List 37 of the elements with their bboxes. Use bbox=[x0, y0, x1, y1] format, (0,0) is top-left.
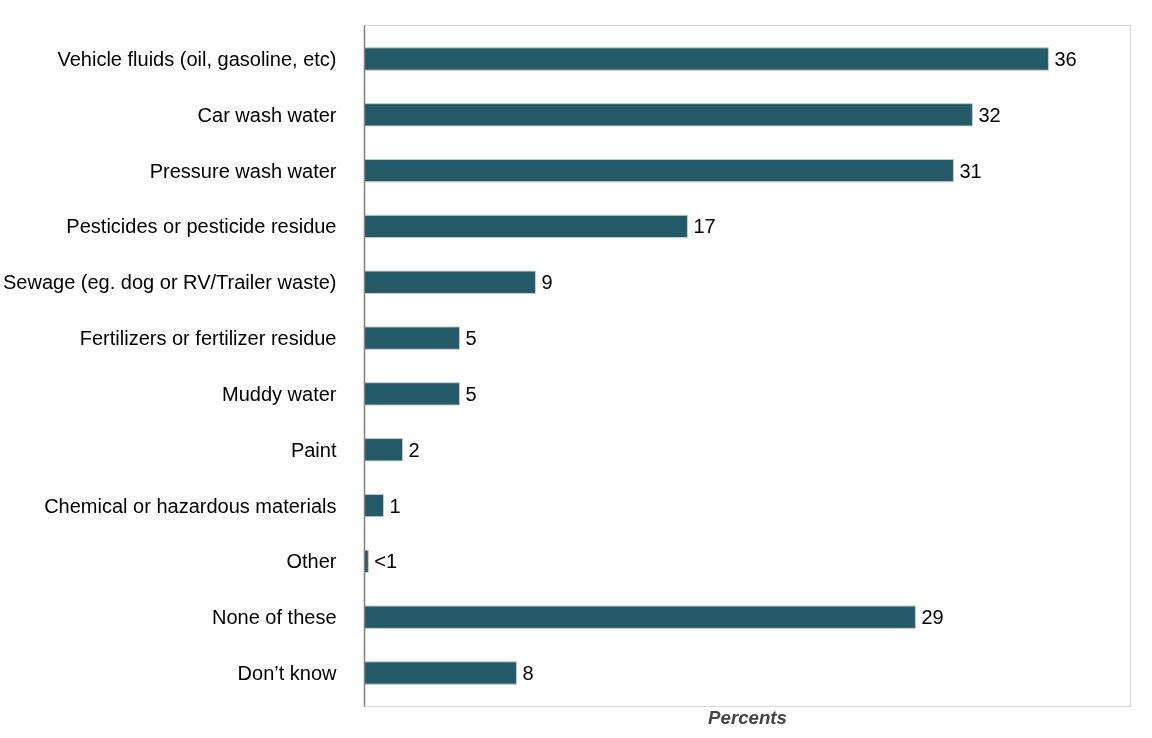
y-tick-label: Muddy water bbox=[222, 382, 337, 405]
bar bbox=[364, 326, 460, 350]
bar bbox=[364, 549, 369, 574]
y-tick-label: Fertilizers or fertilizer residue bbox=[79, 327, 337, 350]
y-tick-label: None of these bbox=[211, 606, 337, 629]
data-label: 1 bbox=[389, 494, 401, 517]
y-tick-label: Don’t know bbox=[237, 662, 338, 685]
data-label: 36 bbox=[1054, 47, 1077, 70]
data-label: 17 bbox=[693, 215, 716, 238]
bar bbox=[364, 382, 460, 406]
y-tick-label: Paint bbox=[290, 438, 337, 461]
y-tick-label: Car wash water bbox=[197, 103, 337, 126]
y-tick-label: Vehicle fluids (oil, gasoline, etc) bbox=[57, 47, 337, 70]
bar bbox=[364, 493, 384, 518]
bar bbox=[364, 158, 954, 183]
data-label: 29 bbox=[921, 606, 944, 629]
data-label: 32 bbox=[978, 103, 1001, 126]
y-tick-label: Other bbox=[286, 550, 337, 573]
data-label: 9 bbox=[541, 271, 553, 294]
data-label: 31 bbox=[959, 159, 982, 182]
bar bbox=[364, 214, 688, 239]
bar bbox=[364, 438, 403, 462]
y-tick-label: Sewage (eg. dog or RV/Trailer waste) bbox=[3, 271, 337, 294]
y-tick-label: Pressure wash water bbox=[149, 159, 337, 182]
bar bbox=[364, 47, 1049, 71]
x-axis-title: Percents bbox=[708, 706, 787, 728]
y-tick-label: Pesticides or pesticide residue bbox=[66, 215, 337, 238]
bar bbox=[364, 661, 517, 685]
data-label: <1 bbox=[374, 550, 398, 573]
bar bbox=[364, 605, 916, 629]
bar bbox=[364, 103, 973, 127]
data-label: 2 bbox=[408, 438, 420, 461]
data-label: 5 bbox=[465, 382, 477, 405]
data-label: 5 bbox=[465, 327, 477, 350]
data-label: 8 bbox=[522, 662, 534, 685]
bar bbox=[364, 270, 536, 294]
y-tick-label: Chemical or hazardous materials bbox=[44, 494, 337, 517]
